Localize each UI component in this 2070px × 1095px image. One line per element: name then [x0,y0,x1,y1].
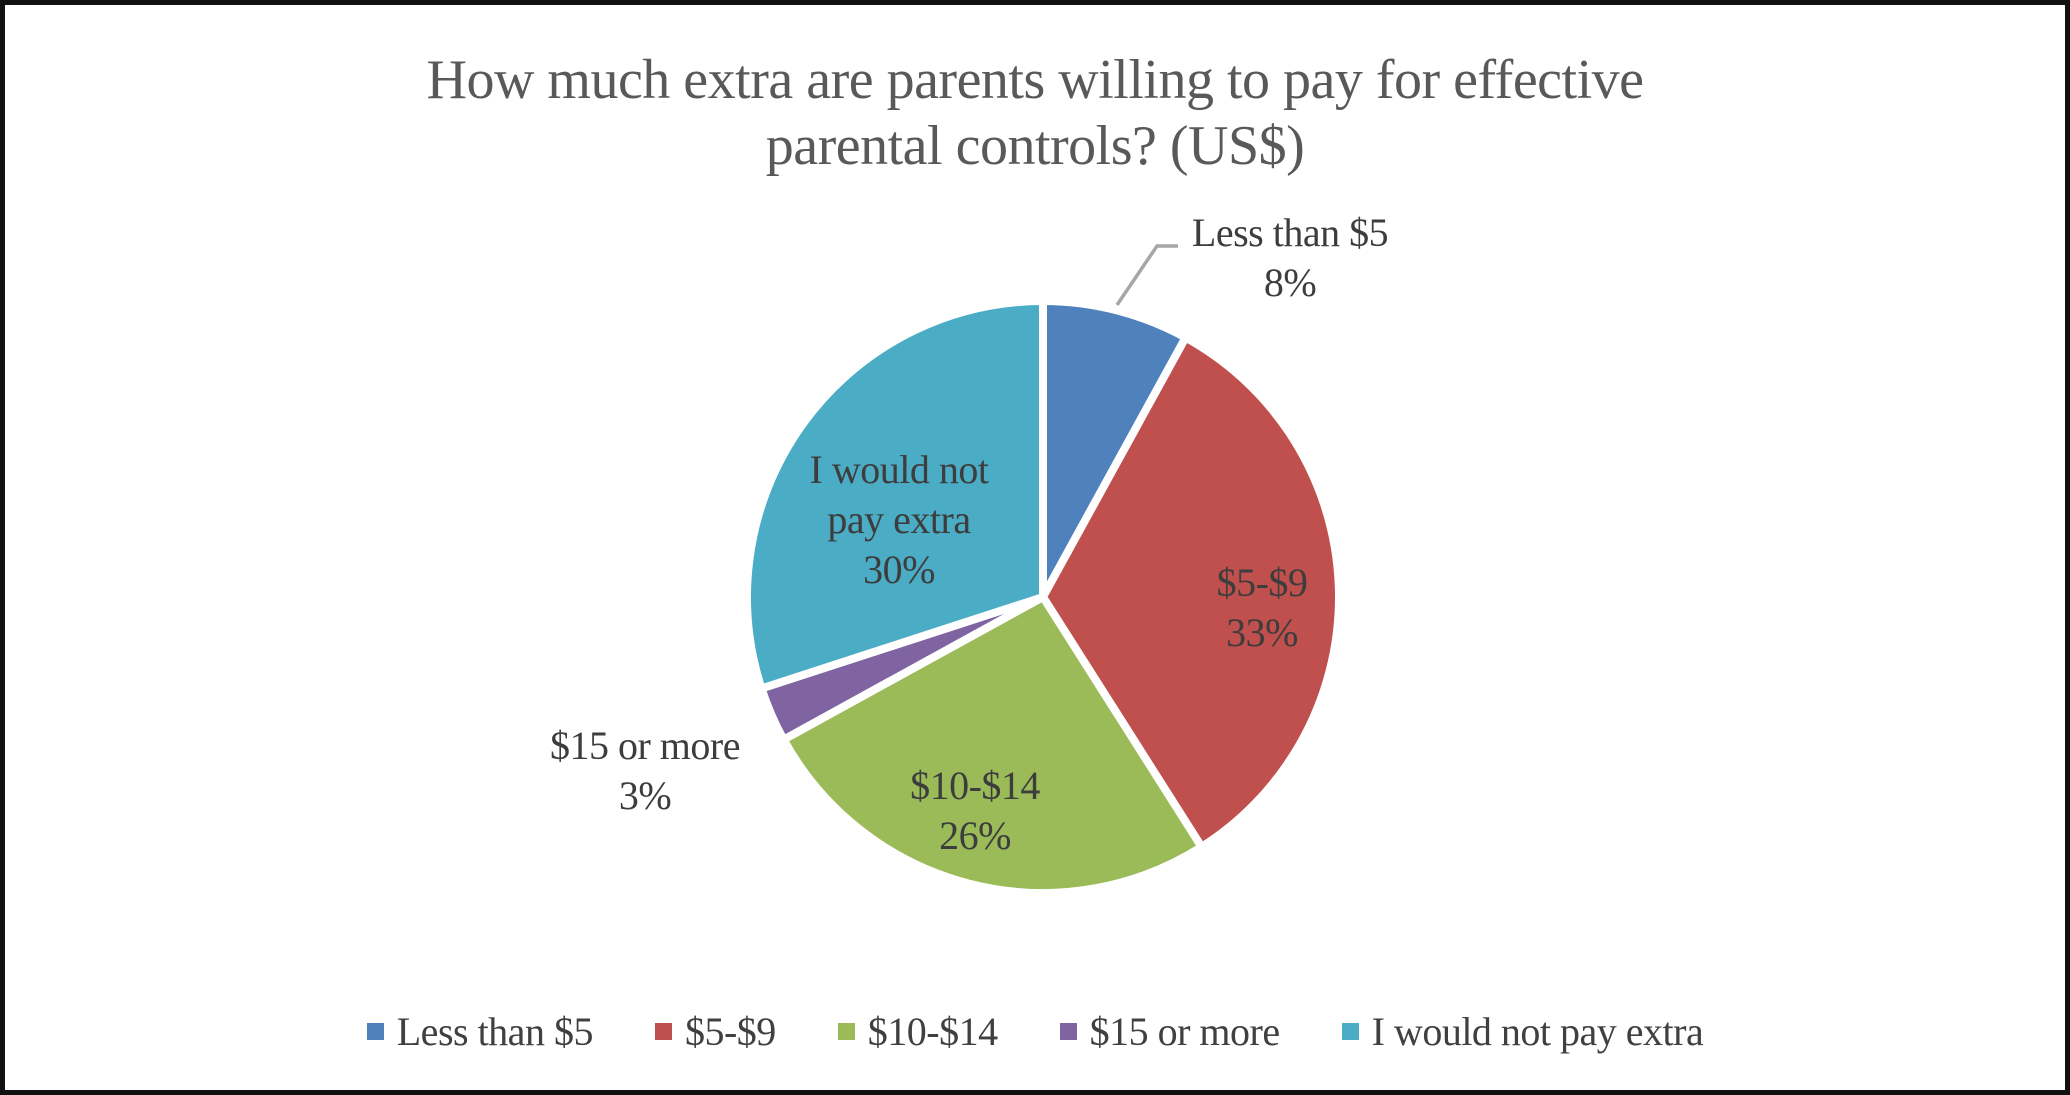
chart-title-line-2: parental controls? (US$) [765,115,1305,177]
pie-slice-5-9[interactable] [1039,333,1343,851]
data-label-no-extra: I would not pay extra 30% [769,445,1029,595]
legend-label: $5-$9 [684,1009,776,1054]
data-label-text: $10-$14 [910,763,1040,808]
pie-slice-less-than-5[interactable] [1039,297,1190,601]
data-label-percent: 33% [1226,610,1298,655]
legend-item-10-14[interactable]: $10-$14 [837,1008,998,1055]
legend-swatch-icon [1341,1023,1359,1040]
pie-slice-no-extra[interactable] [743,297,1047,693]
data-label-percent: 8% [1263,260,1317,305]
data-label-text: $5-$9 [1216,560,1308,605]
data-label-15-or-more: $15 or more 3% [485,721,805,821]
data-label-text: $15 or more [549,723,741,768]
legend-swatch-icon [837,1023,855,1040]
chart-title: How much extra are parents willing to pa… [5,47,2065,179]
data-label-percent: 26% [939,813,1011,858]
legend-item-5-9[interactable]: $5-$9 [654,1008,776,1055]
chart-title-line-1: How much extra are parents willing to pa… [426,49,1645,111]
data-label-5-9: $5-$9 33% [1142,558,1382,658]
legend-label: $10-$14 [867,1009,998,1054]
data-label-text: pay extra [827,497,971,542]
chart-legend: Less than $5 $5-$9 $10-$14 $15 or more I… [5,1008,2065,1055]
data-label-percent: 3% [618,773,672,818]
data-label-text: I would not [809,447,989,492]
legend-label: I would not pay extra [1371,1009,1704,1054]
legend-swatch-icon [654,1023,672,1040]
legend-swatch-icon [1059,1023,1077,1040]
legend-swatch-icon [366,1023,384,1040]
legend-label: $15 or more [1089,1009,1281,1054]
data-label-text: Less than $5 [1191,210,1389,255]
pie-slice-10-14[interactable] [779,593,1206,897]
data-label-less-than-5: Less than $5 8% [1130,208,1450,308]
pie-chart [743,244,1343,897]
legend-item-no-extra[interactable]: I would not pay extra [1341,1008,1704,1055]
legend-item-less-than-5[interactable]: Less than $5 [366,1008,594,1055]
leader-line-less-than-5 [1115,244,1178,306]
data-label-10-14: $10-$14 26% [835,761,1115,861]
legend-label: Less than $5 [396,1009,594,1054]
data-label-percent: 30% [863,547,935,592]
legend-item-15-or-more[interactable]: $15 or more [1059,1008,1281,1055]
